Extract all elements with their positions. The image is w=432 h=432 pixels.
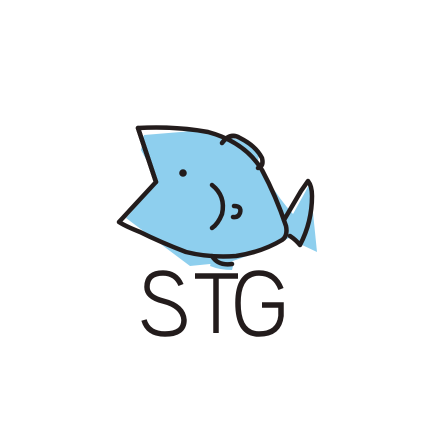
- wordmark-letter-g: [235, 270, 284, 337]
- fish-outline: [116, 125, 315, 267]
- wordmark-letter-t: [195, 273, 238, 333]
- wordmark-letter-s: [141, 270, 187, 337]
- fish-eye: [179, 169, 187, 177]
